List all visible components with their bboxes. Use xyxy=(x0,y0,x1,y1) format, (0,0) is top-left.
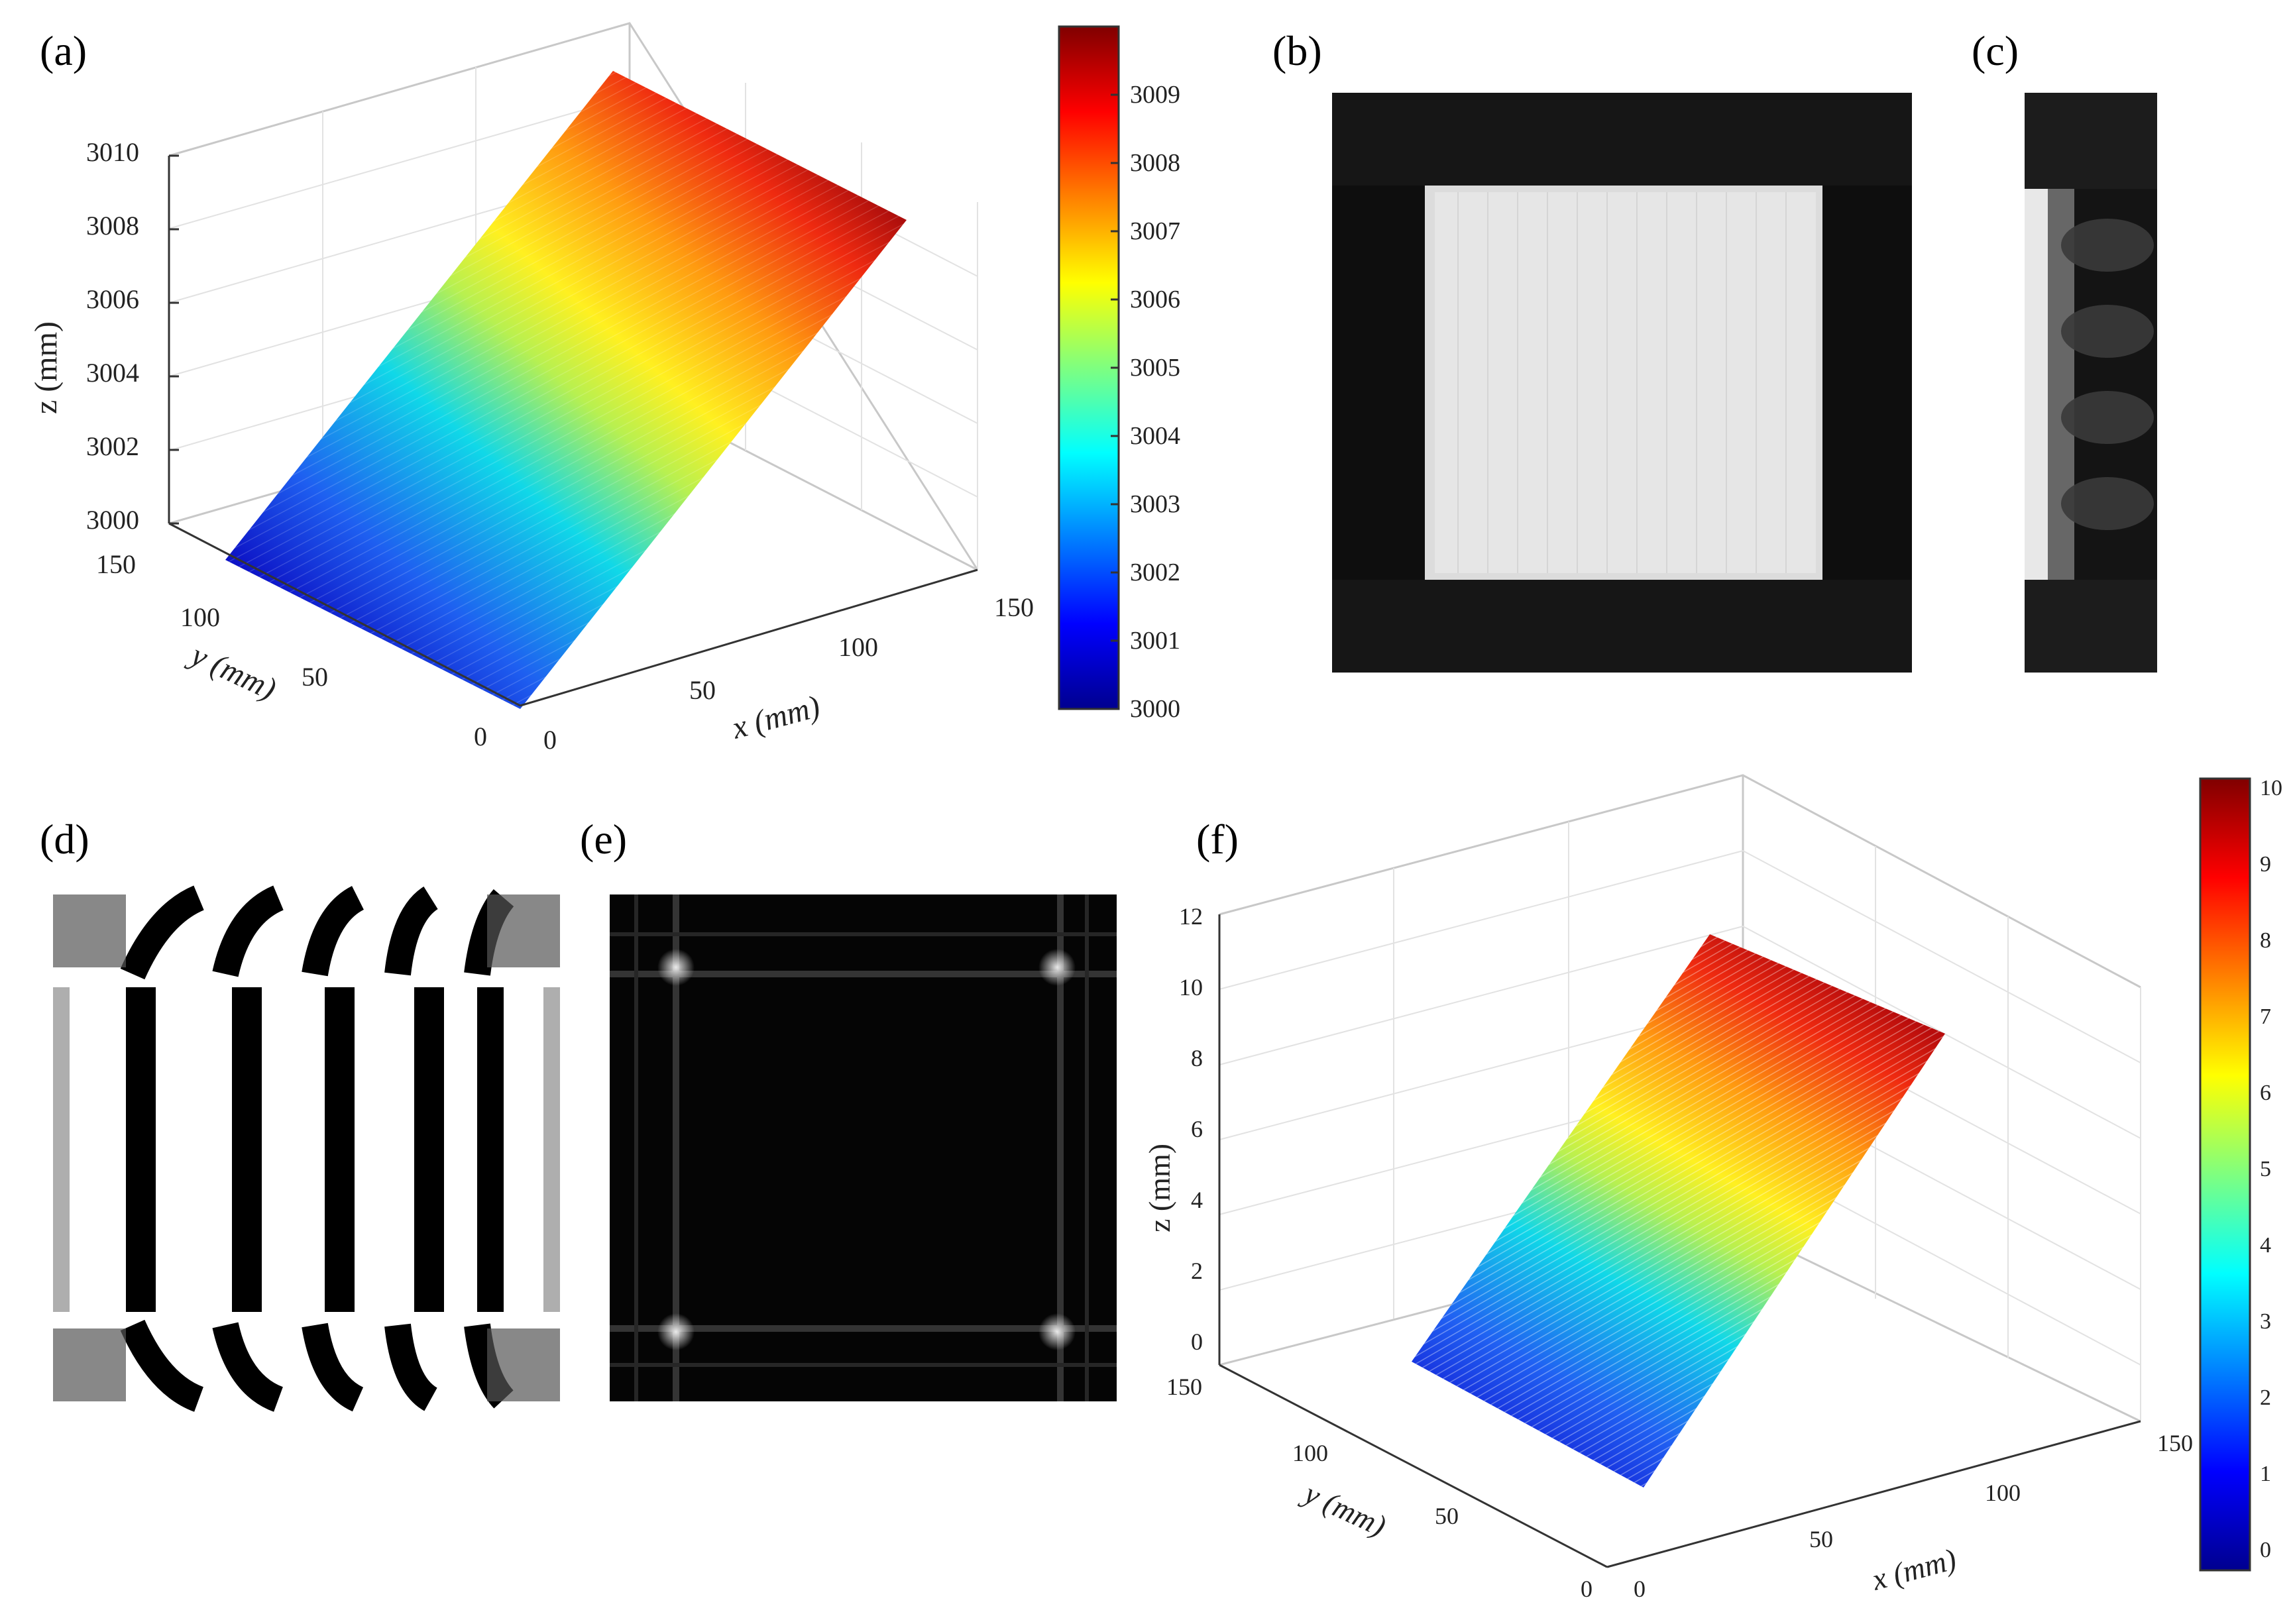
tick-label: 100 xyxy=(180,602,220,632)
colorbar-tick: 3004 xyxy=(1130,422,1180,450)
colorbar-tick: 9 xyxy=(2260,852,2271,877)
tick-label: 100 xyxy=(1985,1480,2021,1506)
panel-f-z-label: z (mm) xyxy=(1143,1144,1176,1232)
tick-label: 3006 xyxy=(86,284,139,314)
tick-label: 50 xyxy=(302,662,328,692)
panel-a-y-label: y (mm) xyxy=(183,636,282,707)
panel-f-axes xyxy=(1218,914,2141,1568)
panel-label-d: (d) xyxy=(40,816,89,863)
panel-a-surface-plot: 3010 3008 3006 3004 3002 3000 150 100 50… xyxy=(28,22,1034,755)
colorbar-tick: 7 xyxy=(2260,1004,2271,1029)
tick-label: 8 xyxy=(1191,1045,1203,1071)
panel-a-axes xyxy=(168,156,978,707)
colorbar-tick: 8 xyxy=(2260,928,2271,953)
colorbar-tick: 3001 xyxy=(1130,627,1180,655)
colorbar-tick: 3005 xyxy=(1130,354,1180,382)
colorbar-tick: 4 xyxy=(2260,1233,2271,1258)
panel-d-image xyxy=(53,885,560,1412)
panel-label-e: (e) xyxy=(580,816,628,863)
tick-label: 100 xyxy=(838,632,878,662)
panel-f-surface-plot: 12 10 8 6 4 2 0 150 100 50 0 0 50 100 15… xyxy=(1143,774,2193,1602)
panel-label-a: (a) xyxy=(40,27,87,74)
tick-label: 10 xyxy=(1179,974,1203,1001)
tick-label: 50 xyxy=(1435,1503,1459,1529)
panel-a-colorbar: 3000 3001 3002 3003 3004 3005 3006 3007 … xyxy=(1058,25,1180,723)
colorbar-tick: 2 xyxy=(2260,1385,2271,1410)
panel-label-f: (f) xyxy=(1196,816,1239,863)
panel-label-c: (c) xyxy=(1972,27,2019,74)
tick-label: 150 xyxy=(994,592,1034,622)
tick-label: 0 xyxy=(1191,1328,1203,1355)
tick-label: 6 xyxy=(1191,1116,1203,1142)
colorbar-tick: 10 xyxy=(2260,776,2282,800)
colorbar-tick: 6 xyxy=(2260,1081,2271,1105)
tick-label: 3002 xyxy=(86,431,139,461)
panel-b-image xyxy=(1332,93,1912,673)
tick-label: 150 xyxy=(96,549,136,579)
panel-f-colorbar: 0 1 2 3 4 5 6 7 8 9 10 xyxy=(2199,776,2282,1572)
tick-label: 12 xyxy=(1179,903,1203,930)
tick-label: 4 xyxy=(1191,1187,1203,1213)
colorbar-tick: 3008 xyxy=(1130,149,1180,177)
tick-label: 50 xyxy=(689,675,716,705)
panel-f-y-ticks: 150 100 50 0 xyxy=(1166,1374,1593,1602)
tick-label: 0 xyxy=(474,722,487,751)
panel-label-b: (b) xyxy=(1272,27,1322,74)
colorbar-tick: 3007 xyxy=(1130,217,1180,245)
colorbar-tick: 3 xyxy=(2260,1309,2271,1334)
tick-label: 3008 xyxy=(86,211,139,241)
tick-label: 3010 xyxy=(86,137,139,167)
colorbar-tick: 3000 xyxy=(1130,695,1180,723)
tick-label: 0 xyxy=(1634,1576,1646,1602)
colorbar-tick: 5 xyxy=(2260,1157,2271,1181)
panel-f-x-ticks: 0 50 100 150 xyxy=(1634,1430,2193,1602)
panel-a-z-label: z (mm) xyxy=(28,321,64,414)
tick-label: 150 xyxy=(1166,1374,1202,1400)
tick-label: 0 xyxy=(543,725,557,755)
panel-f-z-ticks: 12 10 8 6 4 2 0 xyxy=(1179,903,1203,1355)
panel-a-z-ticks: 3010 3008 3006 3004 3002 3000 xyxy=(86,137,139,535)
tick-label: 2 xyxy=(1191,1258,1203,1284)
panel-a-y-ticks: 150 100 50 0 xyxy=(96,549,487,751)
tick-label: 50 xyxy=(1809,1526,1833,1552)
panel-f-x-label: x (mm) xyxy=(1868,1542,1960,1597)
colorbar-tick: 0 xyxy=(2260,1538,2271,1562)
panel-f-y-label: y (mm) xyxy=(1297,1475,1391,1543)
tick-label: 3004 xyxy=(86,358,139,388)
tick-label: 3000 xyxy=(86,505,139,535)
colorbar-tick: 3006 xyxy=(1130,286,1180,313)
colorbar-tick: 1 xyxy=(2260,1462,2271,1486)
panel-a-x-label: x (mm) xyxy=(728,689,824,746)
tick-label: 0 xyxy=(1581,1576,1593,1602)
colorbar-tick: 3009 xyxy=(1130,81,1180,109)
tick-label: 100 xyxy=(1292,1440,1328,1466)
panel-a-x-ticks: 0 50 100 150 xyxy=(543,592,1034,755)
tick-label: 150 xyxy=(2157,1430,2193,1456)
colorbar-tick: 3003 xyxy=(1130,490,1180,518)
panel-e-image xyxy=(610,894,1117,1401)
colorbar-tick: 3002 xyxy=(1130,559,1180,586)
panel-c-image xyxy=(2025,93,2157,673)
